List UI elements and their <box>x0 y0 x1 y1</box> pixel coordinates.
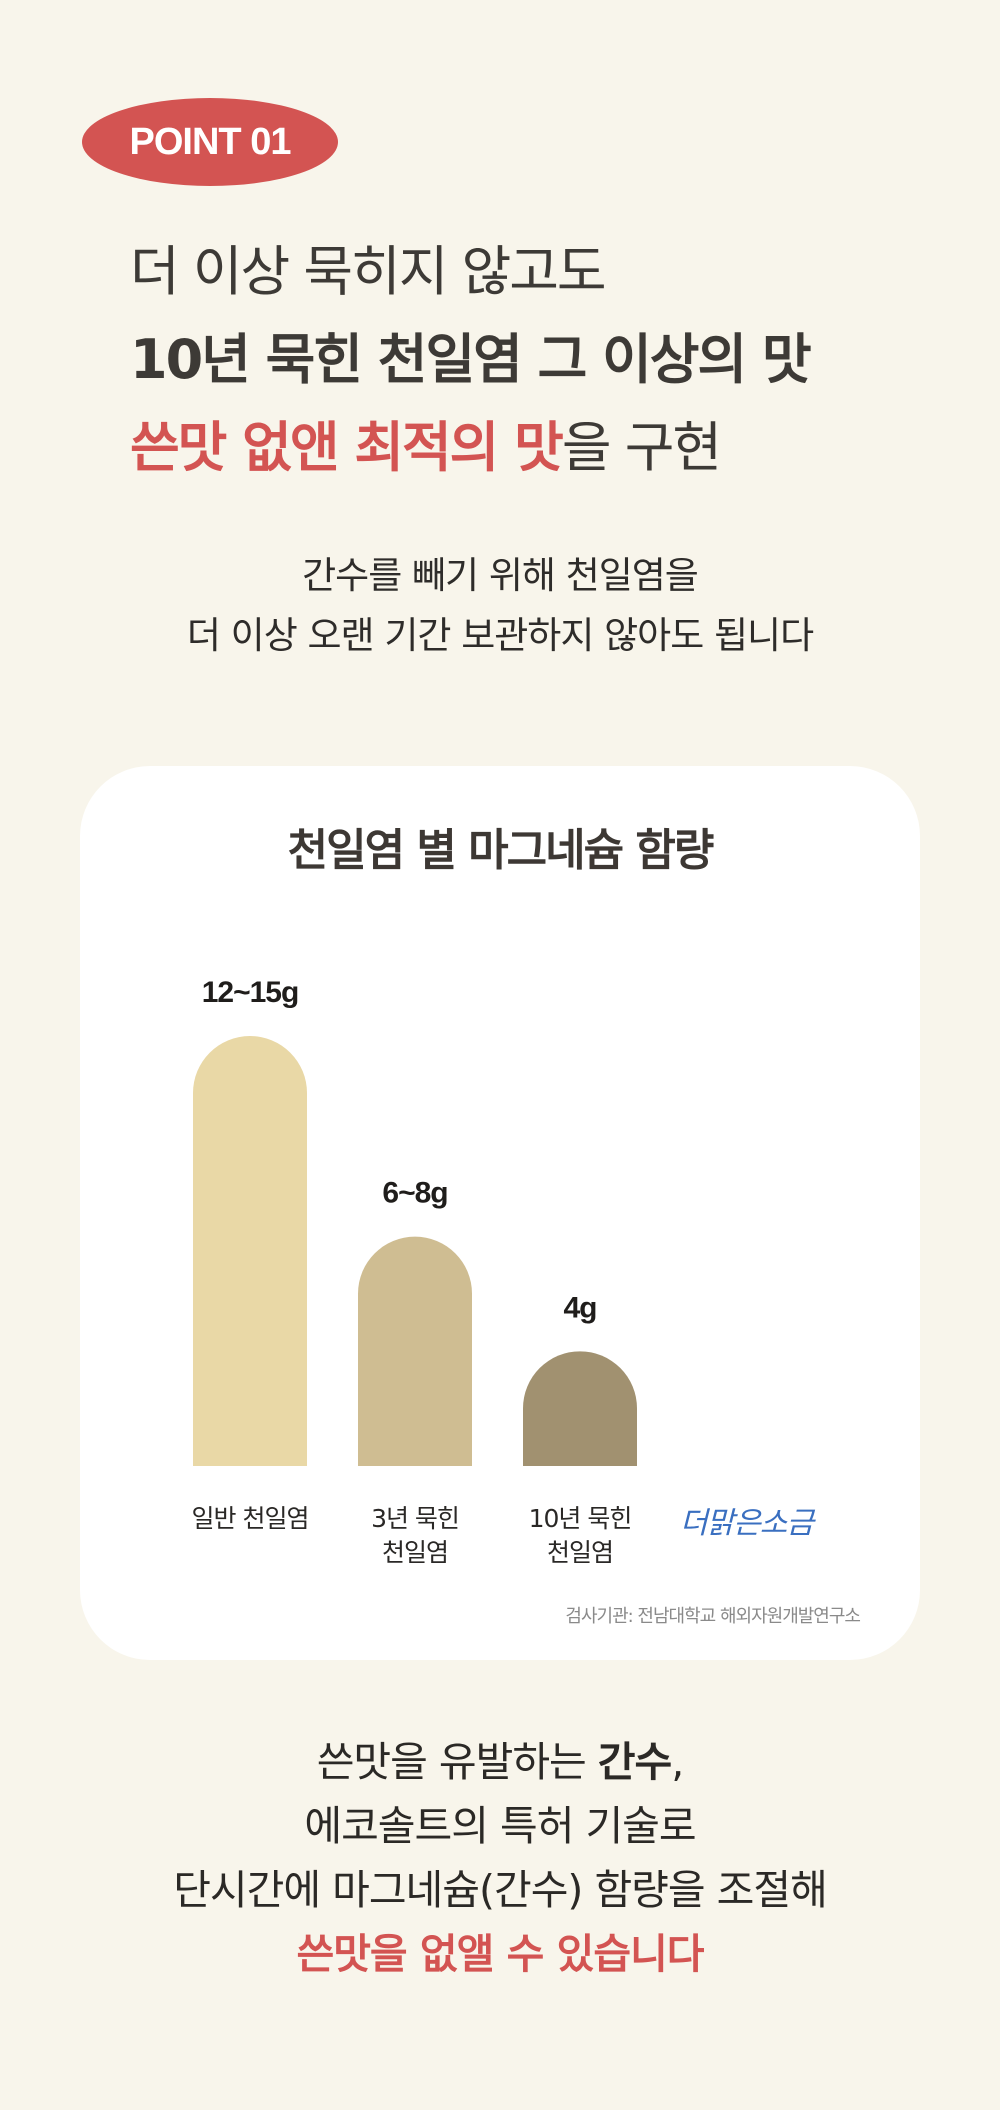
bar-3 <box>523 1351 637 1466</box>
headline-line-3: 쓴맛 없앤 최적의 맛을 구현 <box>130 404 810 492</box>
magnesium-bar-chart: 12~15g 6~8g 4g <box>193 976 637 1466</box>
subtext-line-2: 더 이상 오랜 기간 보관하지 않아도 됩니다 <box>186 614 814 657</box>
category-label-1-line-1: 일반 천일염 <box>191 1504 310 1533</box>
closing-line-4: 쓴맛을 없앨 수 있습니다 <box>296 1930 704 1978</box>
brand-logo: 더맑은소금 <box>680 1506 814 1541</box>
bar-value-label-3: 4g <box>563 1291 596 1324</box>
subtext: 간수를 빼기 위해 천일염을 더 이상 오랜 기간 보관하지 않아도 됩니다 <box>0 546 1000 666</box>
headline-line-2: 10년 묵힌 천일염 그 이상의 맛 <box>130 328 812 391</box>
bar-value-label-2: 6~8g <box>382 1177 447 1210</box>
closing-line-3: 단시간에 마그네슘(간수) 함량을 조절해 <box>173 1866 828 1914</box>
bar-1 <box>193 1036 307 1466</box>
source-note: 검사기관: 전남대학교 해외자원개발연구소 <box>565 1606 861 1627</box>
headline-accent: 쓴맛 없앤 최적의 맛 <box>130 416 564 479</box>
category-label-3-line-1: 10년 묵힌 <box>528 1504 633 1533</box>
bar-value-label-1: 12~15g <box>202 976 299 1009</box>
bar-2 <box>358 1236 472 1466</box>
closing-line-1-bold: 간수 <box>597 1738 672 1786</box>
subtext-line-1: 간수를 빼기 위해 천일염을 <box>302 554 699 597</box>
closing-line-1-pre: 쓴맛을 유발하는 <box>316 1738 598 1786</box>
closing-line-1: 쓴맛을 유발하는 간수, <box>0 1730 1000 1794</box>
point-badge: POINT 01 <box>82 98 338 186</box>
category-label-2-line-2: 천일염 <box>381 1538 449 1567</box>
headline-line-3-rest: 을 구현 <box>561 416 722 479</box>
category-label-1: 일반 천일염 <box>165 1502 335 1536</box>
chart-title: 천일염 별 마그네슘 함량 <box>287 825 715 876</box>
category-label-3-line-2: 천일염 <box>546 1538 614 1567</box>
headline: 더 이상 묵히지 않고도 10년 묵힌 천일염 그 이상의 맛 쓴맛 없앤 최적… <box>130 228 812 492</box>
closing-line-2: 에코솔트의 특허 기술로 <box>304 1802 696 1850</box>
closing-line-1-post: , <box>671 1738 684 1786</box>
closing-text: 쓴맛을 유발하는 간수, 에코솔트의 특허 기술로 단시간에 마그네슘(간수) … <box>0 1730 1000 1986</box>
category-label-2-line-1: 3년 묵힌 <box>371 1504 460 1533</box>
headline-line-1: 더 이상 묵히지 않고도 <box>130 240 607 303</box>
